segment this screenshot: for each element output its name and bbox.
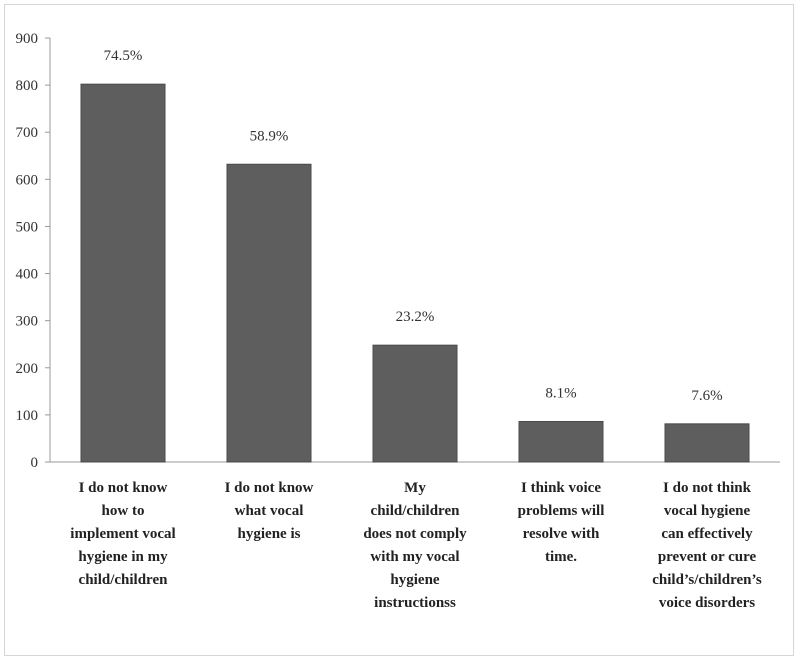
category-labels: I do not know how to implement vocal hygien… [70,480,762,611]
bars [80,83,750,463]
data-label: 23.2% [396,309,435,325]
bar [226,163,312,463]
y-tick-label: 800 [16,78,39,94]
category-label: I think voice problems will resolve with ti… [518,480,605,565]
data-label: 7.6% [691,388,722,404]
y-tick-label: 700 [16,125,39,141]
bar [372,344,458,463]
y-tick-label: 600 [16,172,39,188]
y-tick-label: 300 [16,314,39,330]
y-tick-label: 900 [16,31,39,47]
data-label: 8.1% [545,385,576,401]
data-label: 74.5% [104,48,143,64]
y-tick-label: 200 [16,361,39,377]
bar [518,420,604,463]
y-tick-label: 0 [31,455,39,471]
category-label: I do not know how to implement vocal hygien… [70,480,175,588]
category-label: I do not know what vocal hygiene is [225,480,314,542]
category-label: My child/children does not comply with my v… [363,480,467,611]
bar [664,423,750,463]
y-axis-ticks: 0 100 200 300 400 500 600 700 800 900 [16,31,50,471]
y-tick-label: 500 [16,219,39,235]
data-label: 58.9% [250,128,289,144]
category-label: I do not think vocal hygiene can effective… [652,480,762,611]
bar [80,83,166,463]
data-labels: 74.5% 58.9% 23.2% 8.1% 7.6% [104,48,723,404]
y-tick-label: 400 [16,267,39,283]
y-tick-label: 100 [16,408,39,424]
